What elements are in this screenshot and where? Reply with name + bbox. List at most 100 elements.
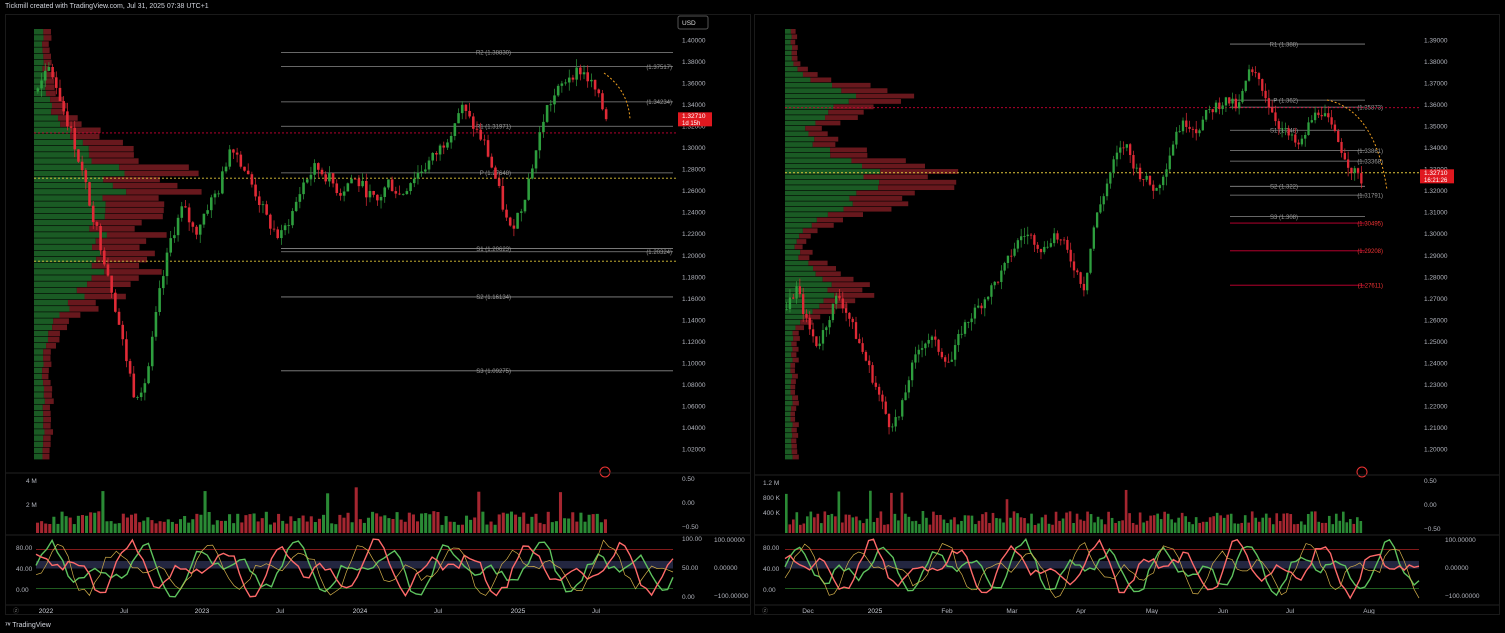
volume-profile-bar: [843, 206, 892, 212]
volume-profile-bar: [802, 228, 818, 234]
osc-left-tick: 40.00: [763, 566, 780, 573]
volume-profile-bar: [785, 249, 801, 255]
volume-bar: [93, 512, 97, 533]
left-chart-svg[interactable]: 1.40000 1.38000 1.36000 1.34000 1.32000 1.300…: [6, 15, 750, 615]
candle-body: [431, 153, 435, 161]
volume-profile-bar: [785, 325, 796, 331]
candle-body: [871, 365, 874, 383]
volume-bar: [313, 522, 317, 533]
volume-profile-bar: [92, 244, 140, 251]
candle-body: [874, 382, 877, 387]
candle-body: [125, 339, 128, 362]
volume-bar: [174, 523, 178, 533]
volume-bar: [1184, 516, 1187, 533]
volume-bar: [1089, 514, 1093, 533]
volume-profile-bar: [102, 195, 159, 201]
candle-body: [324, 174, 327, 182]
volume-bar: [97, 511, 101, 533]
volume-profile-bar: [794, 244, 803, 250]
volume-bar: [1131, 522, 1135, 533]
volume-profile-bar: [827, 287, 863, 293]
volume-profile-bar: [100, 250, 155, 257]
candle-body: [1267, 98, 1271, 108]
volume-profile-bar: [880, 169, 959, 174]
volume-profile-bar: [34, 262, 92, 269]
candle-body: [1019, 236, 1023, 241]
candle-body: [435, 153, 438, 155]
candle-body: [361, 180, 364, 187]
volume-bar: [1012, 511, 1016, 533]
x-tick-label: Dec: [802, 608, 814, 614]
volume-bar: [1100, 519, 1103, 533]
volume-bar: [415, 521, 420, 533]
candle-body: [1082, 283, 1086, 291]
y-tick-label: 1.20000: [682, 253, 706, 260]
candle-body: [150, 336, 154, 367]
volume-bar: [904, 513, 907, 533]
candle-body: [501, 185, 505, 210]
volume-profile-bar: [34, 152, 89, 158]
y-tick-label: 1.30000: [682, 145, 706, 152]
volume-bar: [60, 511, 64, 533]
volume-bar: [260, 518, 264, 533]
candle-body: [944, 357, 947, 362]
pivot-label: (1.34234): [646, 100, 672, 106]
candle-body: [191, 222, 195, 227]
candle-body: [232, 149, 235, 153]
y-tick-label: 1.14000: [682, 317, 706, 324]
volume-profile-bar: [834, 292, 875, 298]
volume-profile-bar: [785, 368, 791, 374]
volume-profile-bar: [785, 341, 792, 347]
volume-bar: [974, 524, 977, 533]
volume-bar: [1152, 515, 1156, 533]
volume-profile-bar: [800, 319, 813, 325]
y-tick-label: 1.26000: [682, 188, 706, 195]
volume-bar: [89, 512, 93, 533]
volume-profile-bar: [104, 269, 162, 275]
volume-bar: [942, 519, 946, 533]
volume-profile-bar: [795, 325, 805, 331]
volume-profile-bar: [43, 379, 51, 386]
volume-bar: [1275, 513, 1279, 533]
right-chart-pane[interactable]: 1.39000 1.38000 1.37000 1.36000 1.35000 1.340…: [754, 14, 1500, 615]
volume-profile-bar: [34, 189, 127, 195]
candle-body: [331, 173, 335, 184]
osc-right-tick: −100.00000: [1445, 593, 1480, 600]
pivot-label: (1.27611): [1358, 284, 1383, 290]
volume-profile-bar: [34, 293, 85, 300]
osc-band: [785, 560, 1419, 569]
pivot-label: S3 (1.09275): [476, 369, 511, 375]
candle-body: [1036, 244, 1039, 249]
volume-bar: [514, 514, 518, 533]
volume-bar: [1030, 513, 1033, 533]
pivot-label: (1.20324): [646, 250, 672, 256]
volume-bar: [583, 521, 587, 533]
pivot-label: S3 (1.308): [1270, 215, 1298, 221]
volume-bar: [121, 513, 125, 533]
y-tick-label: 1.22000: [1424, 404, 1448, 411]
volume-bar: [330, 523, 334, 533]
x-tick-label: Apr: [1076, 608, 1087, 614]
volume-profile-bar: [42, 367, 49, 374]
volume-profile-bar: [792, 45, 798, 50]
y-tick-label: 1.06000: [682, 404, 706, 411]
volume-profile-bar: [34, 207, 106, 214]
volume-bar: [530, 516, 534, 533]
volume-bar: [1096, 516, 1100, 533]
pivot-label: (1.33861): [1357, 149, 1383, 155]
volume-profile-bar: [47, 336, 60, 343]
candle-body: [99, 225, 102, 251]
right-chart-svg[interactable]: 1.39000 1.38000 1.37000 1.36000 1.35000 1.340…: [755, 15, 1499, 615]
volume-bar: [1086, 511, 1089, 533]
volume-profile-bar: [790, 384, 796, 390]
volume-profile-bar: [34, 447, 43, 454]
y-tick-label: 1.08000: [682, 382, 706, 389]
volume-profile-bar: [785, 454, 793, 460]
volume-profile-bar: [43, 416, 51, 423]
pivot-label: R1 (1.31971): [476, 125, 511, 131]
candle-body: [235, 152, 239, 155]
candle-body: [490, 156, 494, 168]
left-chart-pane[interactable]: 1.40000 1.38000 1.36000 1.34000 1.32000 1.300…: [5, 14, 751, 615]
candle-body: [920, 348, 924, 350]
volume-profile-bar: [785, 212, 828, 217]
